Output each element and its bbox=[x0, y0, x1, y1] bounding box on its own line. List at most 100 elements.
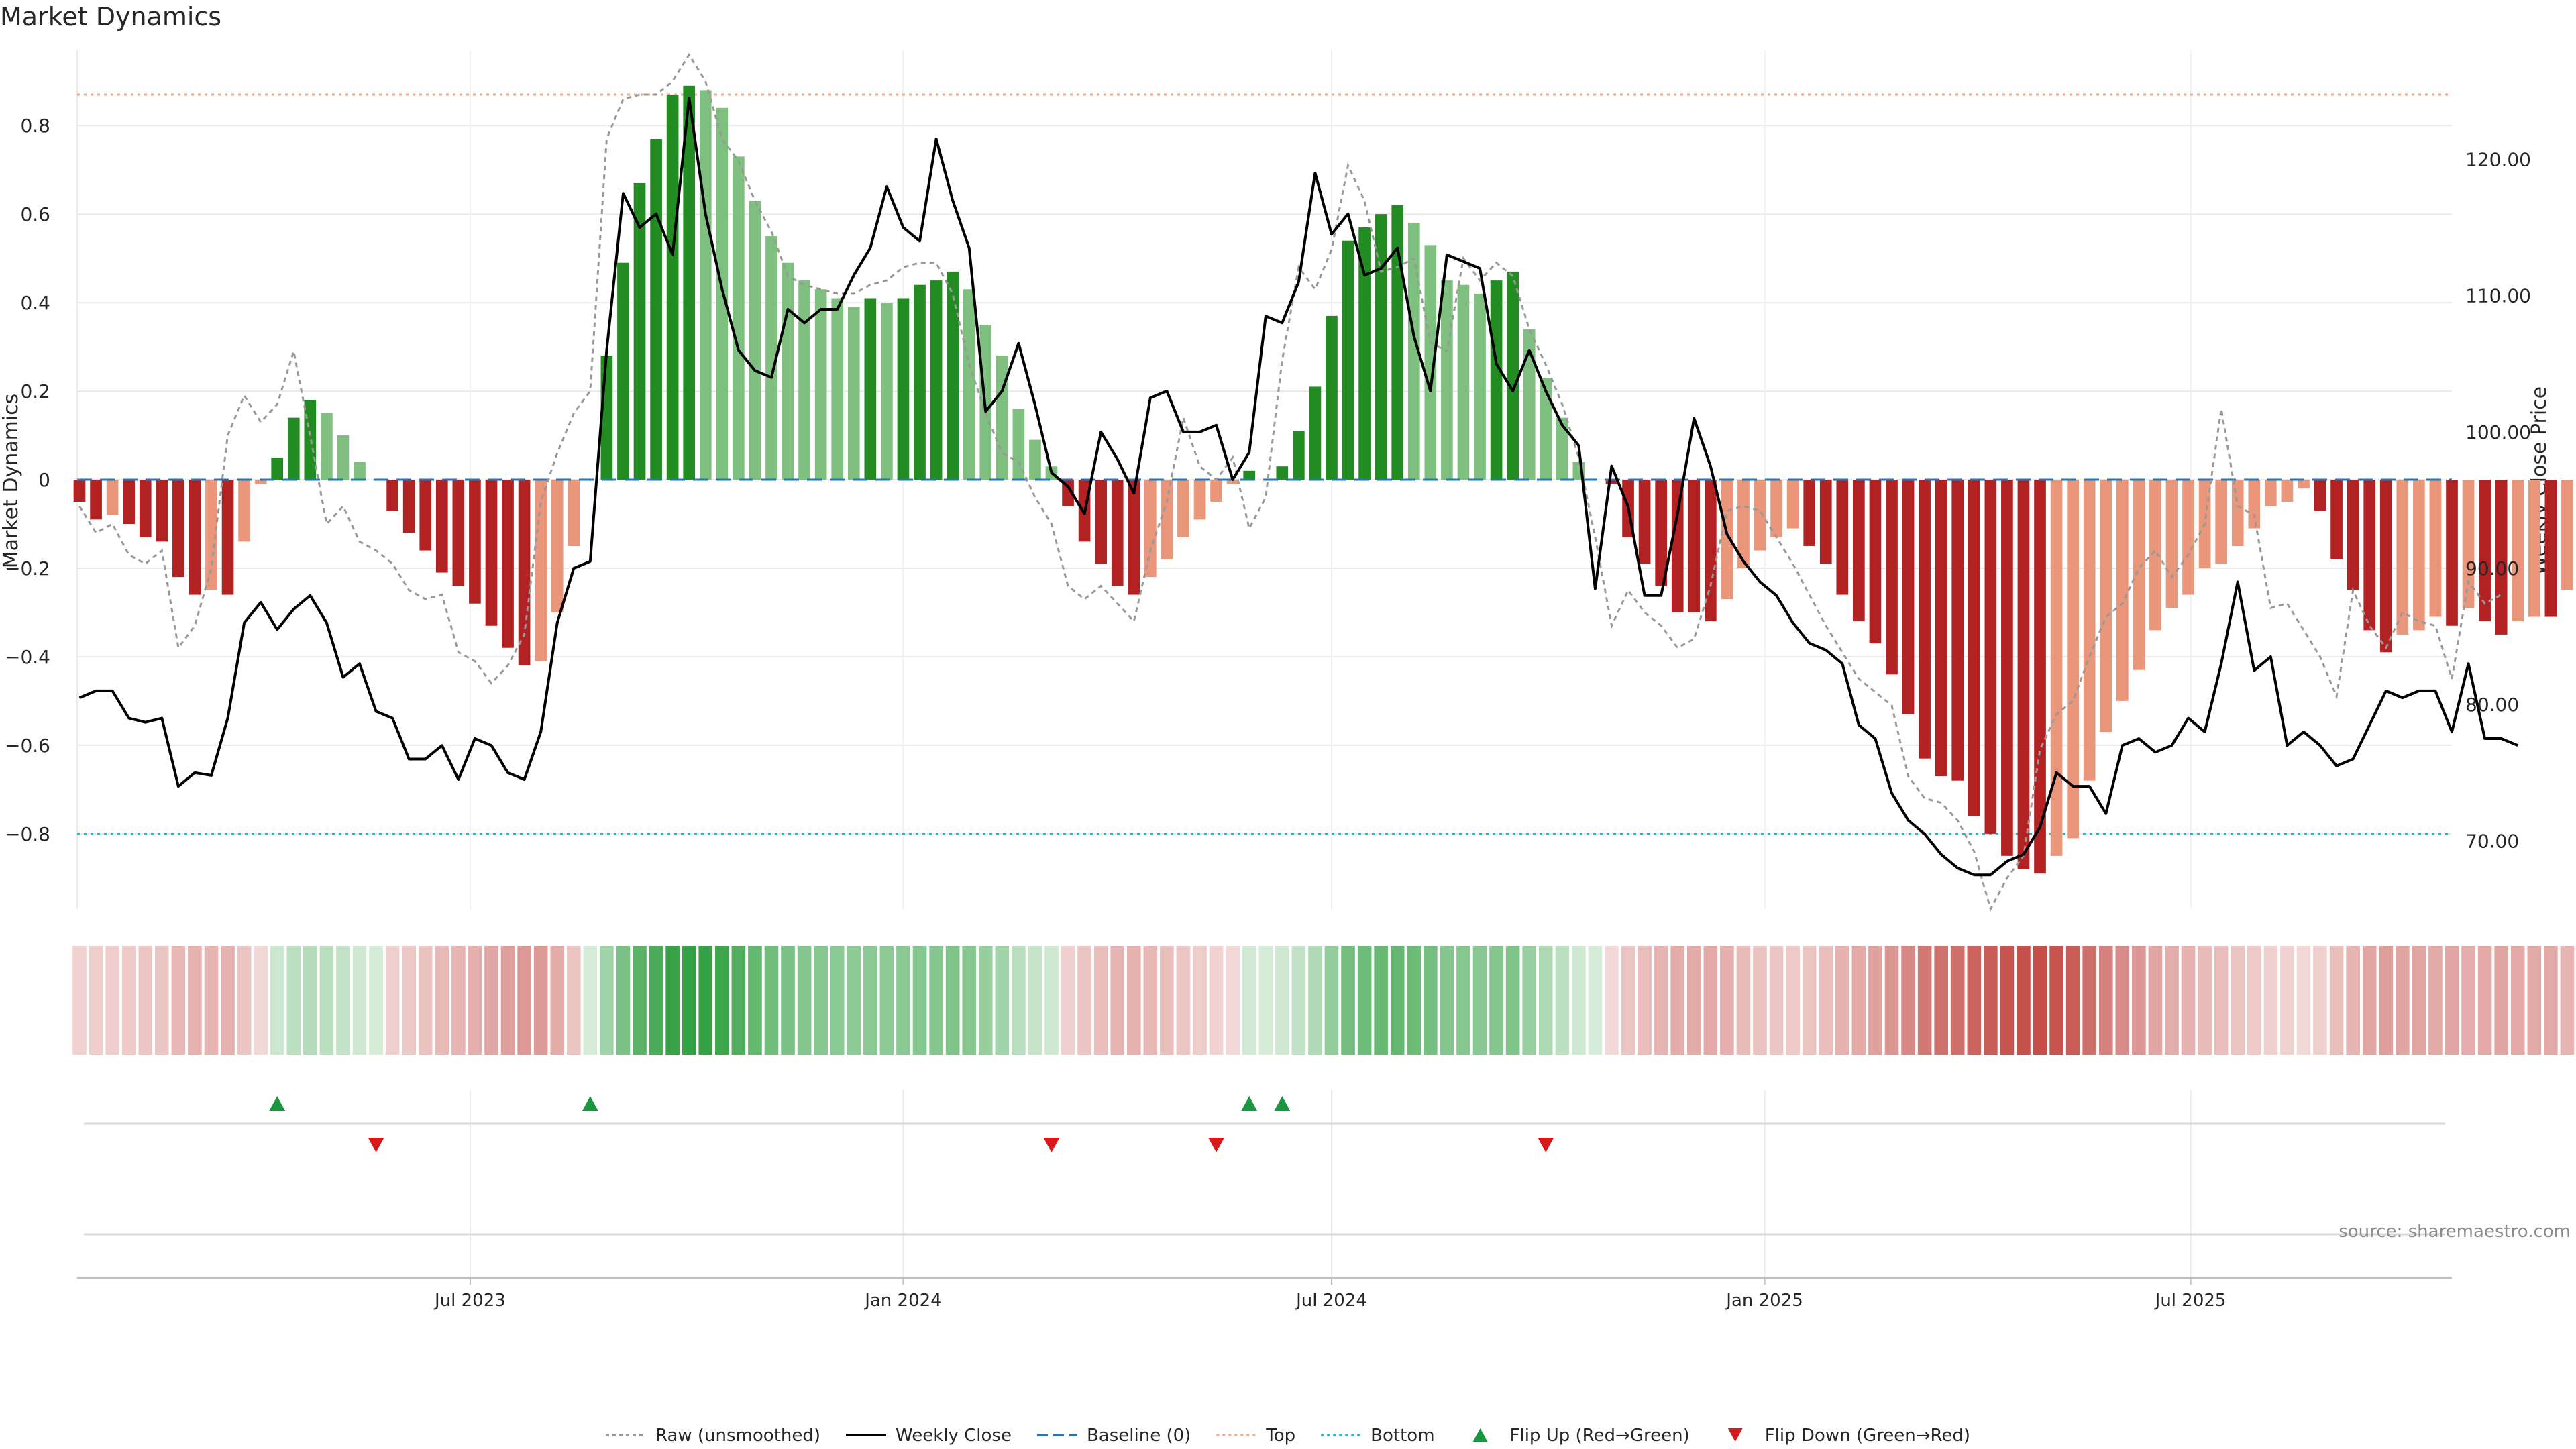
legend: Raw (unsmoothed) Weekly Close Baseline (0)… bbox=[605, 1426, 1970, 1446]
heat-cell-82 bbox=[1424, 946, 1438, 1055]
bar-71 bbox=[1243, 470, 1256, 480]
heat-cell-119 bbox=[2033, 946, 2047, 1055]
bar-51 bbox=[914, 284, 926, 480]
y-tick-label-8: 0.8 bbox=[20, 115, 50, 137]
bar-34 bbox=[633, 182, 646, 480]
legend-label-4: Bottom bbox=[1371, 1426, 1434, 1446]
heat-cell-18 bbox=[369, 946, 383, 1055]
heat-cell-49 bbox=[879, 946, 894, 1055]
bar-131 bbox=[2231, 480, 2244, 546]
bar-8 bbox=[205, 480, 217, 590]
bar-151 bbox=[2561, 480, 2573, 590]
heat-cell-118 bbox=[2017, 946, 2031, 1055]
heat-cell-35 bbox=[649, 946, 663, 1055]
bar-64 bbox=[1128, 480, 1140, 595]
x-tick-label-2: Jul 2024 bbox=[1295, 1291, 1367, 1311]
heat-cell-147 bbox=[2494, 946, 2508, 1055]
heat-cell-95 bbox=[1638, 946, 1652, 1055]
heat-cell-39 bbox=[714, 946, 729, 1055]
heat-cell-28 bbox=[533, 946, 548, 1055]
heat-cell-37 bbox=[682, 946, 696, 1055]
heat-cell-98 bbox=[1686, 946, 1701, 1055]
heat-cell-116 bbox=[1984, 946, 1998, 1055]
bar-45 bbox=[814, 289, 827, 480]
heat-cell-2 bbox=[105, 946, 119, 1055]
heat-cell-136 bbox=[2313, 946, 2327, 1055]
bar-67 bbox=[1177, 480, 1189, 537]
bar-30 bbox=[568, 480, 580, 546]
bar-87 bbox=[1507, 271, 1519, 480]
heat-cell-114 bbox=[1950, 946, 1965, 1055]
heat-cell-54 bbox=[962, 946, 977, 1055]
bar-52 bbox=[930, 280, 943, 480]
x-tick-label-3: Jan 2025 bbox=[1725, 1291, 1803, 1311]
bar-60 bbox=[1062, 480, 1074, 506]
bar-127 bbox=[2165, 480, 2178, 608]
heat-cell-63 bbox=[1110, 946, 1125, 1055]
bar-110 bbox=[1886, 480, 1898, 675]
bar-85 bbox=[1474, 293, 1486, 480]
heat-cell-15 bbox=[319, 946, 334, 1055]
heat-cell-70 bbox=[1226, 946, 1240, 1055]
heat-cell-111 bbox=[1901, 946, 1915, 1055]
heat-cell-87 bbox=[1505, 946, 1520, 1055]
heat-cell-32 bbox=[600, 946, 614, 1055]
bar-75 bbox=[1309, 386, 1322, 480]
bar-142 bbox=[2413, 480, 2425, 631]
bar-89 bbox=[1540, 378, 1552, 480]
heat-cell-68 bbox=[1193, 946, 1207, 1055]
heat-cell-76 bbox=[1324, 946, 1339, 1055]
heat-cell-44 bbox=[797, 946, 812, 1055]
heat-cell-73 bbox=[1275, 946, 1289, 1055]
bar-12 bbox=[271, 458, 284, 480]
bar-9 bbox=[221, 480, 234, 595]
bar-96 bbox=[1655, 480, 1668, 586]
heat-cell-25 bbox=[484, 946, 498, 1055]
bar-49 bbox=[881, 303, 893, 480]
bar-144 bbox=[2446, 480, 2458, 626]
heat-cell-120 bbox=[2049, 946, 2063, 1055]
y-tick-label-5: 0.2 bbox=[20, 380, 50, 402]
heat-cell-53 bbox=[945, 946, 960, 1055]
bar-143 bbox=[2429, 480, 2442, 617]
heat-cell-22 bbox=[435, 946, 449, 1055]
bar-37 bbox=[683, 85, 696, 480]
grid-lines bbox=[76, 50, 2452, 1278]
bar-79 bbox=[1375, 214, 1387, 480]
bar-125 bbox=[2133, 480, 2145, 670]
bar-33 bbox=[617, 262, 629, 480]
heat-cell-30 bbox=[566, 946, 581, 1055]
heat-cell-41 bbox=[748, 946, 762, 1055]
bar-66 bbox=[1161, 480, 1173, 559]
heat-cell-89 bbox=[1538, 946, 1553, 1055]
bar-111 bbox=[1902, 480, 1915, 714]
bar-29 bbox=[551, 480, 564, 612]
bar-22 bbox=[435, 480, 448, 573]
y2-tick-label-4: 110.00 bbox=[2465, 285, 2531, 307]
y-axis-label: Market Dynamics bbox=[0, 394, 23, 569]
flip-up-marker-0 bbox=[269, 1096, 286, 1111]
bar-47 bbox=[847, 307, 860, 480]
heat-cell-92 bbox=[1588, 946, 1603, 1055]
heat-cell-24 bbox=[468, 946, 482, 1055]
heat-cell-72 bbox=[1258, 946, 1273, 1055]
bar-135 bbox=[2298, 480, 2310, 489]
legend-label-3: Top bbox=[1265, 1426, 1295, 1446]
legend-label-5: Flip Up (Red→Green) bbox=[1510, 1426, 1690, 1446]
heat-cell-121 bbox=[2065, 946, 2080, 1055]
bar-119 bbox=[2034, 480, 2046, 874]
bar-90 bbox=[1556, 417, 1568, 480]
bar-58 bbox=[1029, 439, 1041, 480]
heat-cell-125 bbox=[2132, 946, 2146, 1055]
heat-cell-149 bbox=[2527, 946, 2542, 1055]
heat-cell-62 bbox=[1093, 946, 1108, 1055]
bar-15 bbox=[321, 413, 333, 480]
bar-86 bbox=[1490, 280, 1503, 480]
bar-133 bbox=[2265, 480, 2277, 506]
bar-139 bbox=[2363, 480, 2376, 631]
bar-121 bbox=[2067, 480, 2079, 839]
heat-cell-109 bbox=[1868, 946, 1882, 1055]
bar-118 bbox=[2017, 480, 2030, 869]
bar-13 bbox=[287, 417, 300, 480]
heat-cell-38 bbox=[698, 946, 713, 1055]
